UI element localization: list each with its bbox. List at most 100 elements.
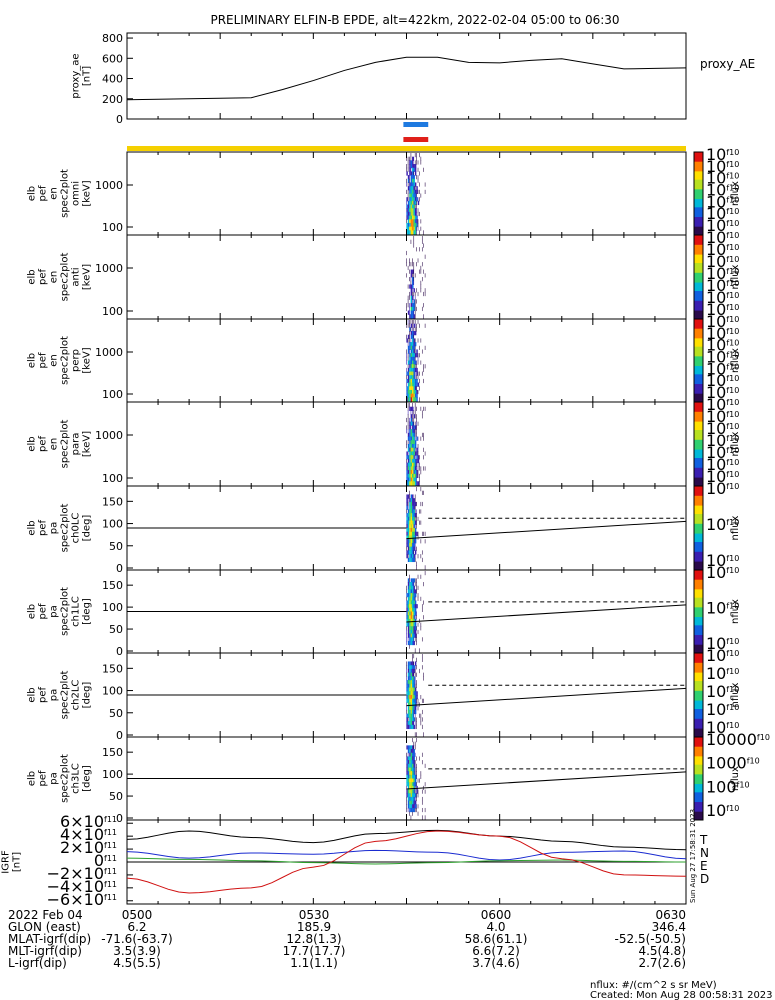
spectrogram-cell: [406, 676, 407, 681]
spectrogram-cell: [407, 393, 410, 398]
spectrogram-cell: [410, 535, 413, 540]
spectrogram-cell: [406, 498, 408, 503]
colorbar-cell: [694, 350, 703, 353]
colorbar-cell: [694, 575, 703, 578]
spectrogram-cell: [406, 306, 407, 312]
colorbar-cell: [694, 764, 703, 767]
spectrogram-cell: [423, 531, 424, 536]
spectrogram-cell: [420, 626, 422, 631]
footer-cell: 17.7(17.7): [283, 944, 346, 958]
footer-cell: 4.5(5.5): [113, 956, 161, 970]
spectrogram-cell: [413, 222, 415, 228]
spectrogram-cell: [421, 665, 423, 670]
colorbar-cell: [694, 768, 703, 771]
spectrogram-cell: [410, 360, 413, 365]
spectrogram-cell: [416, 732, 417, 737]
spectrogram-cell: [416, 582, 417, 587]
7: 10f10: [706, 145, 739, 164]
colorbar-cell: [694, 763, 703, 766]
spectrogram-cell: [414, 200, 417, 206]
spectrogram-cell: [413, 698, 415, 703]
spectrogram-cell: [420, 470, 422, 475]
spectrogram-cell: [414, 546, 416, 551]
footer-cell: 0630: [655, 908, 686, 922]
spectrogram-cell: [414, 557, 416, 563]
spectrogram-cell: [413, 230, 415, 235]
spectrogram-cell: [410, 687, 413, 692]
spectrogram-cell: [410, 815, 412, 820]
spectrogram-cell: [413, 331, 415, 336]
spectrogram-cell: [409, 393, 411, 398]
spectrogram-cell: [414, 451, 417, 456]
spectrogram-cell: [406, 425, 407, 430]
spectrogram-cell: [412, 349, 414, 354]
spectrogram-cell: [413, 680, 415, 685]
spectrogram-cell: [406, 713, 408, 718]
spectrogram-cell: [416, 421, 417, 426]
spectrogram-cell: [407, 793, 410, 798]
spectrogram-cell: [416, 487, 417, 492]
spectrogram-cell: [419, 756, 420, 761]
spectrogram-cell: [410, 367, 413, 373]
spectrogram-cell: [413, 186, 415, 191]
spectrogram-cell: [412, 178, 414, 183]
spectrogram-cell: [414, 672, 416, 677]
spectrogram-cell: [410, 683, 413, 689]
spectrogram-cell: [409, 683, 411, 689]
footer-cell: 0600: [481, 908, 512, 922]
spectrogram-cell: [410, 680, 413, 685]
colorbar-cell: [694, 212, 703, 215]
colorbar-cell: [694, 403, 703, 406]
spectrogram-cell: [412, 193, 414, 198]
spectrogram-cell: [417, 178, 419, 183]
spectrogram-cell: [406, 389, 408, 395]
spectrogram-cell: [413, 524, 415, 529]
spectrogram-cell: [413, 156, 415, 161]
spectrogram-cell: [417, 629, 419, 635]
spectrogram-cell: [409, 501, 411, 507]
spectrogram-cell: [414, 230, 417, 235]
spectrogram-cell: [412, 215, 414, 220]
spectrogram-cell: [413, 528, 415, 533]
spectrogram-cell: [407, 295, 409, 300]
spectrogram-cell: [409, 436, 411, 441]
spectrogram-cell: [414, 607, 417, 612]
spectrogram-cell: [407, 695, 410, 700]
colorbar-cell: [694, 640, 703, 643]
spectrogram-cell: [407, 403, 409, 408]
spectrogram-cell: [412, 189, 414, 194]
spectrogram-cell: [409, 668, 411, 674]
6: 10f10: [706, 240, 739, 259]
colorbar-cell: [694, 592, 703, 595]
colorbar-cell: [694, 434, 703, 437]
colorbar-label: nflux: [730, 515, 741, 540]
spectrogram-ylabel-line: [deg]: [82, 598, 93, 625]
colorbar-cell: [694, 814, 703, 817]
spectrogram-cell: [409, 295, 410, 300]
spectrogram-cell: [407, 367, 410, 373]
spectrogram-cell: [406, 804, 407, 809]
colorbar-cell: [694, 194, 703, 197]
spectrogram-cell: [406, 211, 408, 217]
spectrogram-cell: [406, 338, 408, 343]
colorbar-cell: [694, 604, 703, 607]
spectrogram-cell: [423, 672, 424, 677]
spectrogram-cell: [414, 470, 417, 475]
colorbar-cell: [694, 797, 703, 800]
spectrogram-cell: [410, 607, 413, 612]
spectrogram-cell: [412, 226, 414, 231]
spectrogram-cell: [412, 611, 414, 616]
spectrogram-cell: [410, 378, 413, 384]
spectrogram-cell: [414, 481, 417, 486]
spectrogram-cell: [407, 342, 409, 347]
spectrogram-cell: [419, 345, 420, 350]
spectrogram-ylabel-line: elb: [27, 687, 38, 702]
spectrogram-cell: [416, 378, 418, 384]
colorbar-cell: [694, 254, 703, 257]
spectrogram-cell: [414, 432, 416, 438]
colorbar-cell: [694, 343, 703, 346]
spectrogram-cell: [419, 171, 420, 176]
pitch-angle-tick-label: 0: [116, 812, 123, 825]
spectrogram-cell: [424, 571, 426, 576]
colorbar-cell: [694, 423, 703, 425]
